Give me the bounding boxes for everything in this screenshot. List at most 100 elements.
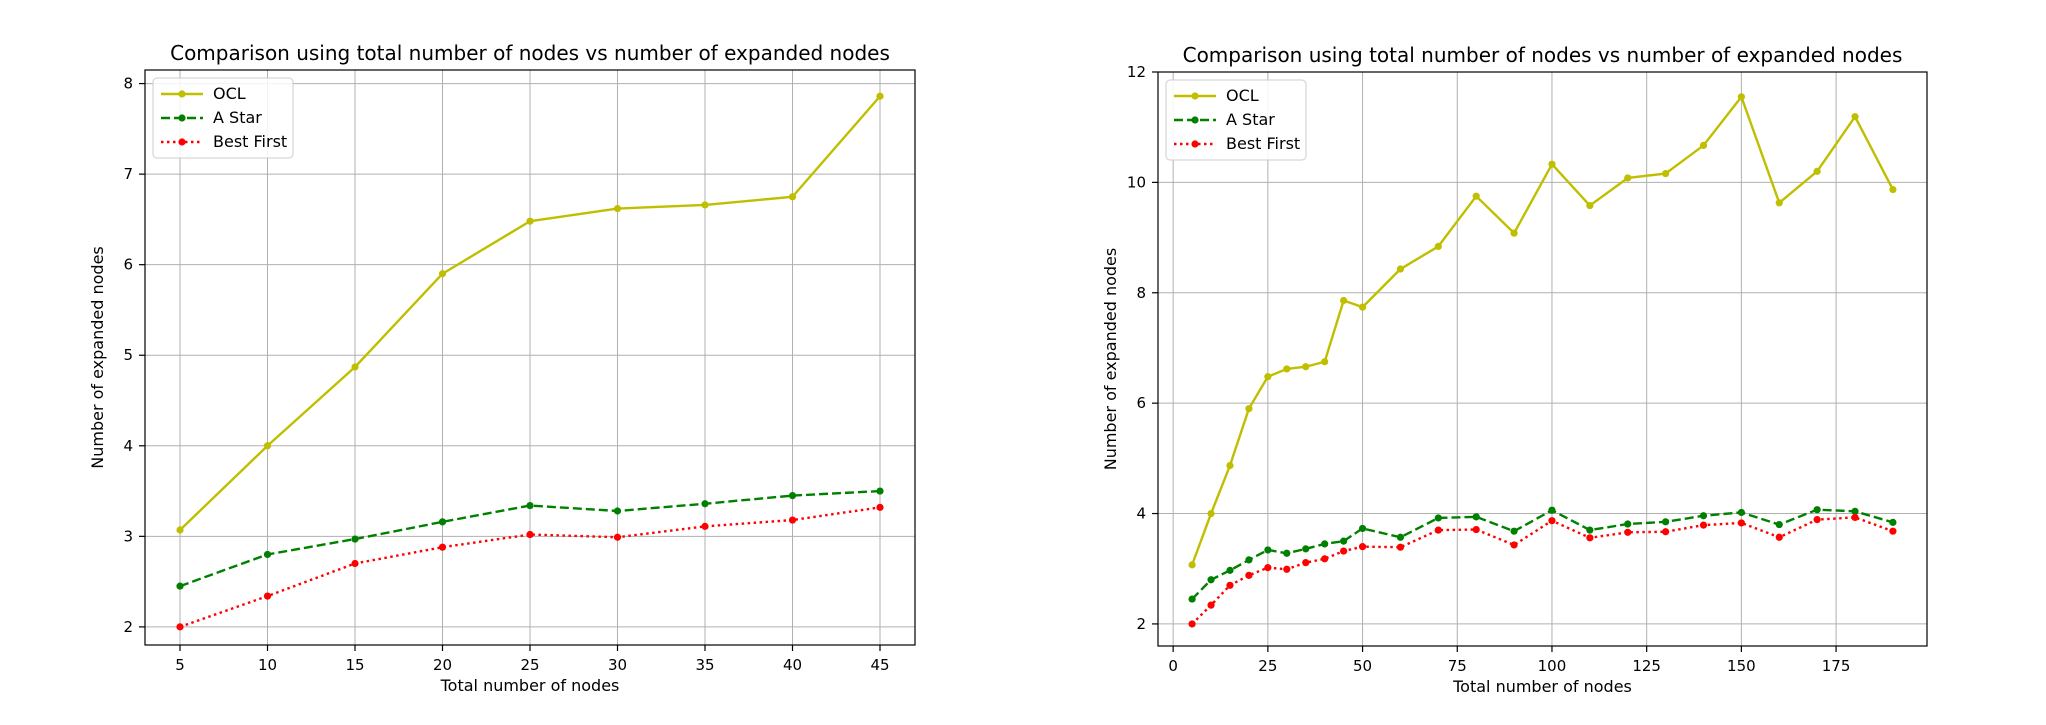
data-point-a-star [1434,514,1442,522]
data-point-best-first [1226,581,1234,589]
legend-label-best-first: Best First [1226,134,1300,153]
data-point-best-first [1302,559,1310,567]
data-point-best-first [1889,527,1897,535]
data-point-ocl [1624,174,1632,182]
data-point-best-first [1472,525,1480,534]
y-tick-label: 6 [123,256,133,274]
data-point-ocl [1226,461,1234,470]
data-point-ocl [1245,405,1253,413]
data-point-a-star [1264,546,1272,554]
data-point-best-first [1775,533,1783,541]
data-point-best-first [263,592,272,600]
data-point-a-star [1283,549,1291,557]
data-point-a-star [1510,527,1518,535]
data-point-a-star [351,535,359,543]
data-point-ocl [176,526,184,534]
data-point-ocl [1396,265,1405,273]
chart-title: Comparison using total number of nodes v… [1183,43,1903,67]
data-point-a-star [1586,526,1594,534]
y-tick-label: 2 [1136,615,1146,633]
data-point-ocl [1472,192,1480,200]
data-point-a-star [1302,545,1310,553]
data-point-a-star [1358,524,1367,533]
data-point-ocl [351,363,359,371]
x-tick-label: 175 [1822,657,1851,675]
data-point-ocl [1188,561,1196,569]
data-point-best-first [1188,620,1196,628]
data-point-best-first [1662,528,1670,536]
data-point-ocl [1586,201,1594,210]
data-point-a-star [1188,595,1196,603]
x-tick-label: 40 [783,656,802,674]
data-point-a-star [263,550,272,559]
legend-marker-best-first [178,138,186,146]
legend: OCL A Star Best First [1165,79,1307,161]
y-axis-label: Number of expanded nodes [88,246,107,469]
data-point-best-first [701,522,709,530]
y-tick-label: 3 [123,527,133,545]
data-point-best-first [876,503,884,511]
data-point-ocl [1699,141,1708,150]
data-point-a-star [1340,537,1348,545]
data-point-a-star [1813,506,1821,514]
data-point-best-first [1434,526,1442,534]
data-point-best-first [438,543,447,551]
x-axis-label: Total number of nodes [440,676,620,695]
y-tick-label: 8 [1136,284,1146,302]
y-tick-label: 4 [123,437,133,455]
data-point-ocl [1548,160,1556,168]
y-tick-label: 7 [123,165,133,183]
data-point-best-first [1358,543,1367,551]
legend-marker-a-star [178,114,186,122]
x-tick-label: 15 [345,656,364,674]
data-point-a-star [438,518,447,526]
x-tick-label: 25 [1258,657,1277,675]
data-point-a-star [613,507,622,515]
data-point-best-first [1624,528,1632,536]
data-point-a-star [701,500,709,508]
data-point-ocl [1207,509,1215,518]
data-point-best-first [1851,513,1859,522]
legend-marker-a-star [1191,116,1199,124]
y-tick-label: 8 [123,75,133,93]
y-tick-label: 2 [123,618,133,636]
x-tick-label: 45 [870,656,889,674]
x-tick-label: 25 [520,656,539,674]
y-axis-label: Number of expanded nodes [1101,248,1120,471]
data-point-a-star [788,491,797,500]
x-tick-label: 5 [175,656,185,674]
x-axis-label: Total number of nodes [1452,677,1632,696]
data-point-ocl [1662,169,1670,178]
data-point-best-first [1699,521,1708,529]
data-point-a-star [1396,533,1405,541]
data-point-best-first [1245,571,1253,579]
data-point-a-star [1775,520,1783,529]
data-point-best-first [1264,564,1272,572]
legend-marker-ocl [1191,92,1199,100]
y-tick-label: 10 [1127,173,1146,191]
data-point-best-first [1548,517,1556,525]
series-line-best-first [1191,516,1894,625]
data-point-ocl [263,442,272,450]
data-point-a-star [1321,540,1329,548]
data-point-a-star [1245,556,1253,564]
legend-label-ocl: OCL [213,84,246,103]
data-point-ocl [1510,229,1518,237]
data-point-a-star [1699,512,1708,520]
series-line-a-star [179,489,881,588]
data-point-best-first [1340,547,1348,555]
data-point-best-first [1321,555,1329,563]
data-point-a-star [876,487,884,495]
y-tick-label: 4 [1136,505,1146,523]
x-tick-label: 125 [1632,657,1661,675]
data-point-ocl [1851,113,1859,121]
data-point-best-first [1813,516,1821,524]
data-point-best-first [613,533,622,541]
data-point-best-first [788,516,797,524]
chart-right: 0 25 50 75 100 125 150 175 2 4 6 8 10 12 Comparison us… [1101,43,1928,696]
data-point-ocl [1889,185,1897,194]
y-tick-label: 12 [1127,63,1146,81]
data-point-best-first [351,559,359,568]
data-point-best-first [176,623,184,631]
x-tick-label: 50 [1353,657,1372,675]
